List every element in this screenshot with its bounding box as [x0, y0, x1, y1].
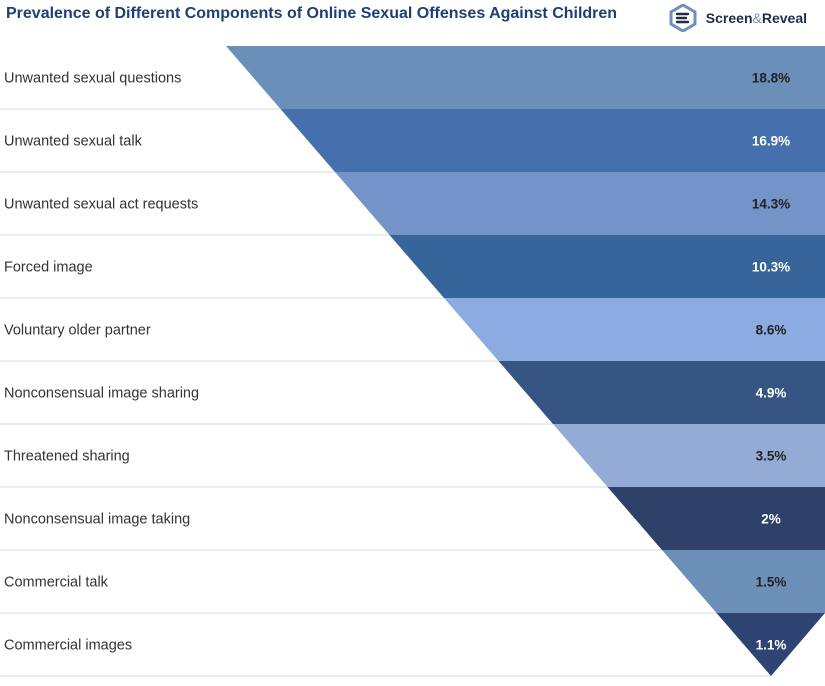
funnel-segment-commercial-images: [716, 613, 825, 676]
value-label-forced-image: 10.3%: [752, 260, 790, 275]
funnel-segment-unwanted-sexual-act-requests: [335, 172, 825, 235]
funnel-segment-voluntary-older-partner: [444, 298, 825, 361]
funnel-segment-unwanted-sexual-talk: [280, 109, 825, 172]
funnel-segment-threatened-sharing: [553, 424, 825, 487]
chart-title: Prevalence of Different Components of On…: [6, 5, 618, 22]
value-label-unwanted-sexual-talk: 16.9%: [752, 134, 790, 149]
category-label-nonconsensual-image-sharing: Nonconsensual image sharing: [4, 386, 199, 402]
logo-icon: [669, 4, 697, 32]
funnel-segment-forced-image: [389, 235, 825, 298]
value-label-nonconsensual-image-sharing: 4.9%: [756, 386, 787, 401]
funnel-segment-commercial-talk: [662, 550, 825, 613]
category-label-threatened-sharing: Threatened sharing: [4, 449, 130, 465]
funnel-segment-nonconsensual-image-sharing: [498, 361, 825, 424]
category-label-unwanted-sexual-act-requests: Unwanted sexual act requests: [4, 197, 198, 213]
value-label-commercial-talk: 1.5%: [756, 575, 787, 590]
category-label-commercial-images: Commercial images: [4, 638, 132, 654]
value-label-nonconsensual-image-taking: 2%: [761, 512, 781, 527]
category-label-unwanted-sexual-talk: Unwanted sexual talk: [4, 134, 143, 150]
category-label-unwanted-sexual-questions: Unwanted sexual questions: [4, 71, 181, 87]
funnel-segment-unwanted-sexual-questions: [226, 46, 825, 109]
category-label-forced-image: Forced image: [4, 260, 93, 276]
value-label-unwanted-sexual-questions: 18.8%: [752, 71, 790, 86]
value-label-threatened-sharing: 3.5%: [756, 449, 787, 464]
value-label-unwanted-sexual-act-requests: 14.3%: [752, 197, 790, 212]
brand-name: Screen&Reveal: [705, 10, 807, 26]
category-label-nonconsensual-image-taking: Nonconsensual image taking: [4, 512, 190, 528]
category-label-commercial-talk: Commercial talk: [4, 575, 109, 591]
value-label-commercial-images: 1.1%: [756, 638, 787, 653]
value-label-voluntary-older-partner: 8.6%: [756, 323, 787, 338]
funnel-segment-nonconsensual-image-taking: [607, 487, 825, 550]
category-label-voluntary-older-partner: Voluntary older partner: [4, 323, 151, 339]
brand-logo: Screen&Reveal: [668, 4, 807, 32]
